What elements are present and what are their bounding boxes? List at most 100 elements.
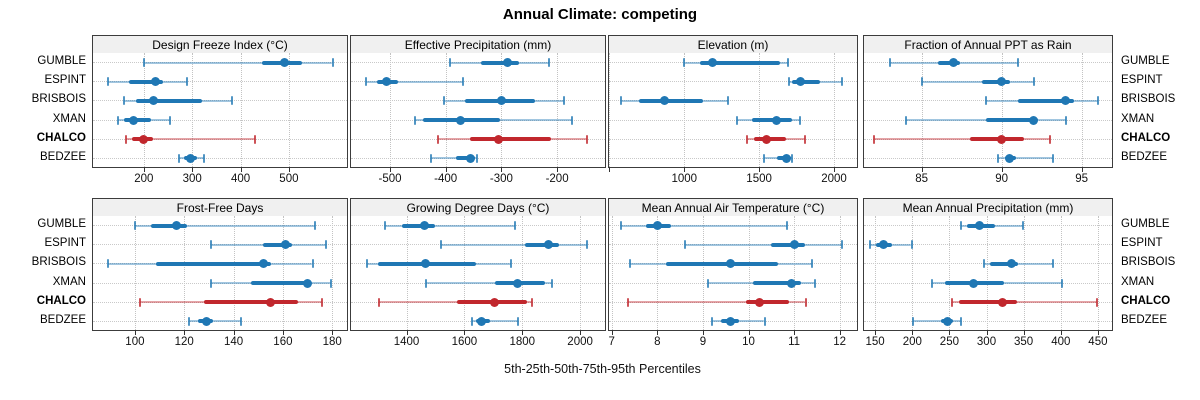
whisker-cap-95 — [1048, 134, 1051, 144]
axis-tick — [912, 330, 914, 335]
site-label-left-brisbois: BRISBOIS — [31, 256, 86, 269]
whisker-cap-95 — [202, 153, 205, 163]
site-label-right-brisbois: BRISBOIS — [1121, 256, 1176, 269]
gridline — [240, 53, 242, 167]
interval-5-95 — [471, 320, 519, 323]
whisker-cap-95 — [1016, 58, 1019, 68]
median-dot — [1061, 96, 1071, 106]
whisker-cap-5 — [683, 240, 686, 250]
whisker-cap-95 — [547, 58, 550, 68]
site-label-right-gumble: GUMBLE — [1121, 55, 1170, 68]
gridline — [611, 216, 613, 330]
whisker-cap-95 — [517, 316, 520, 326]
gridline — [332, 216, 334, 330]
median-dot — [652, 221, 662, 231]
site-label-right-brisbois: BRISBOIS — [1121, 93, 1176, 106]
whisker-cap-5 — [124, 134, 127, 144]
whisker-cap-95 — [325, 240, 327, 250]
row-guide — [93, 81, 347, 83]
median-dot — [465, 153, 475, 163]
whisker-cap-95 — [531, 297, 534, 307]
axis-tick-label: 100 — [125, 336, 145, 348]
interval-25-75 — [124, 118, 151, 123]
median-dot — [795, 77, 805, 87]
row-guide — [351, 263, 605, 265]
gridline — [875, 216, 877, 330]
panel-header: Elevation (m) — [609, 36, 857, 54]
median-dot — [789, 240, 799, 250]
row-guide — [864, 320, 1112, 322]
whisker-cap-5 — [210, 240, 213, 250]
gridline — [464, 216, 466, 330]
axis-tick — [192, 167, 194, 172]
axis-tick-label: 160 — [273, 336, 293, 348]
gridline — [759, 53, 761, 167]
whisker-cap-5 — [107, 77, 109, 87]
whisker-cap-5 — [106, 259, 109, 269]
axis-tick — [702, 330, 704, 335]
gridline — [702, 216, 704, 330]
whisker-cap-5 — [188, 316, 191, 326]
interval-25-75 — [666, 261, 779, 266]
interval-25-75 — [700, 60, 781, 65]
whisker-cap-95 — [321, 297, 324, 307]
row-guide — [864, 100, 1112, 102]
whisker-cap-5 — [177, 153, 180, 163]
row-guide — [93, 100, 347, 102]
axis-tick — [233, 330, 235, 335]
gridline — [657, 216, 659, 330]
panel-header: Fraction of Annual PPT as Rain — [864, 36, 1112, 54]
median-dot — [771, 115, 781, 125]
whisker-cap-5 — [982, 259, 985, 269]
axis-tick-label: 140 — [224, 336, 244, 348]
median-dot — [128, 115, 138, 125]
row-guide — [93, 320, 347, 322]
median-dot — [1005, 153, 1015, 163]
whisker-cap-95 — [514, 221, 516, 231]
whisker-cap-5 — [920, 77, 923, 87]
axis-caption: 5th-25th-50th-75th-95th Percentiles — [504, 362, 701, 376]
axis-tick-label: 200 — [902, 336, 922, 348]
axis-tick-label: 200 — [134, 173, 154, 185]
panel-title: Design Freeze Index (°C) — [152, 38, 288, 52]
median-dot — [787, 278, 797, 288]
whisker-cap-5 — [436, 134, 439, 144]
median-dot — [258, 259, 268, 269]
axis-tick-label: 400 — [231, 173, 251, 185]
interval-5-95 — [627, 301, 806, 304]
panel-design-freeze-index-c: Design Freeze Index (°C) — [92, 35, 348, 168]
axis-tick-label: 300 — [976, 336, 997, 348]
whisker-cap-5 — [950, 297, 953, 307]
gridline — [609, 53, 611, 167]
axis-tick-label: 400 — [1051, 336, 1071, 348]
site-label-left-espint: ESPINT — [44, 237, 86, 250]
whisker-cap-95 — [550, 278, 553, 288]
whisker-cap-95 — [509, 259, 512, 269]
median-dot — [969, 278, 979, 288]
whisker-cap-5 — [133, 221, 136, 231]
interval-25-75 — [524, 242, 560, 247]
row-guide — [864, 263, 1112, 265]
median-dot — [150, 77, 160, 87]
whisker-cap-5 — [365, 77, 367, 87]
axis-tick — [611, 330, 613, 335]
site-label-right-espint: ESPINT — [1121, 237, 1163, 250]
site-label-left-chalco: CHALCO — [36, 294, 86, 307]
interval-25-75 — [263, 242, 292, 247]
site-label-right-xman: XMAN — [1121, 112, 1155, 125]
median-dot — [456, 115, 466, 125]
axis-tick-label: 95 — [1075, 173, 1088, 185]
axis-tick — [501, 167, 503, 172]
axis-tick-label: 90 — [995, 173, 1008, 185]
axis-tick — [1081, 167, 1083, 172]
whisker-cap-5 — [868, 240, 871, 250]
axis-tick-label: -400 — [434, 173, 458, 185]
row-guide — [93, 244, 347, 246]
gridline — [143, 53, 145, 167]
row-guide — [609, 100, 857, 102]
gridline — [390, 53, 391, 167]
whisker-cap-95 — [910, 240, 913, 250]
interval-25-75 — [746, 300, 790, 305]
